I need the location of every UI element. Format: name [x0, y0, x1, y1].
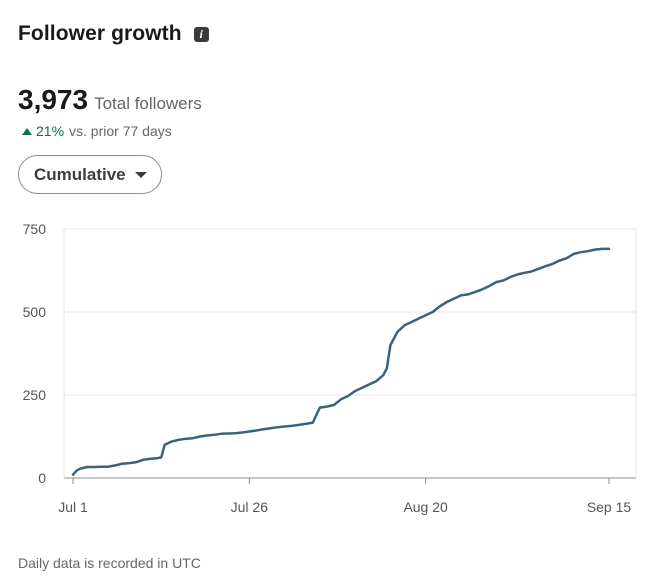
y-tick-label: 0 — [38, 470, 46, 486]
chart-header: Follower growth i — [18, 22, 209, 46]
caret-down-icon — [134, 171, 147, 178]
growth-change: 21% vs. prior 77 days — [22, 123, 172, 139]
x-tick-label: Jul 26 — [231, 499, 269, 515]
page-title: Follower growth — [18, 22, 182, 45]
info-icon[interactable]: i — [193, 26, 209, 42]
growth-change-percent: 21% — [36, 123, 65, 139]
follower-series-line — [71, 247, 611, 476]
x-tick-label: Jul 1 — [58, 499, 88, 515]
y-tick-label: 750 — [23, 221, 47, 237]
follower-growth-chart: 0 250 500 750 Jul 1 Jul 26 Aug 20 Sep 15 — [23, 221, 637, 515]
y-tick-label: 500 — [23, 304, 47, 320]
view-mode-label: Cumulative — [34, 164, 126, 184]
total-followers-label: Total followers — [94, 94, 202, 113]
x-tick-label: Sep 15 — [587, 499, 632, 515]
x-tick-label: Aug 20 — [403, 499, 448, 515]
growth-change-label: vs. prior 77 days — [69, 123, 172, 139]
view-mode-dropdown[interactable]: Cumulative — [18, 155, 162, 194]
utc-note: Daily data is recorded in UTC — [18, 555, 201, 571]
arrow-up-icon — [22, 127, 32, 135]
total-followers-value: 3,973 — [18, 84, 89, 115]
total-followers: 3,973 Total followers — [18, 84, 202, 116]
y-tick-label: 250 — [23, 387, 47, 403]
